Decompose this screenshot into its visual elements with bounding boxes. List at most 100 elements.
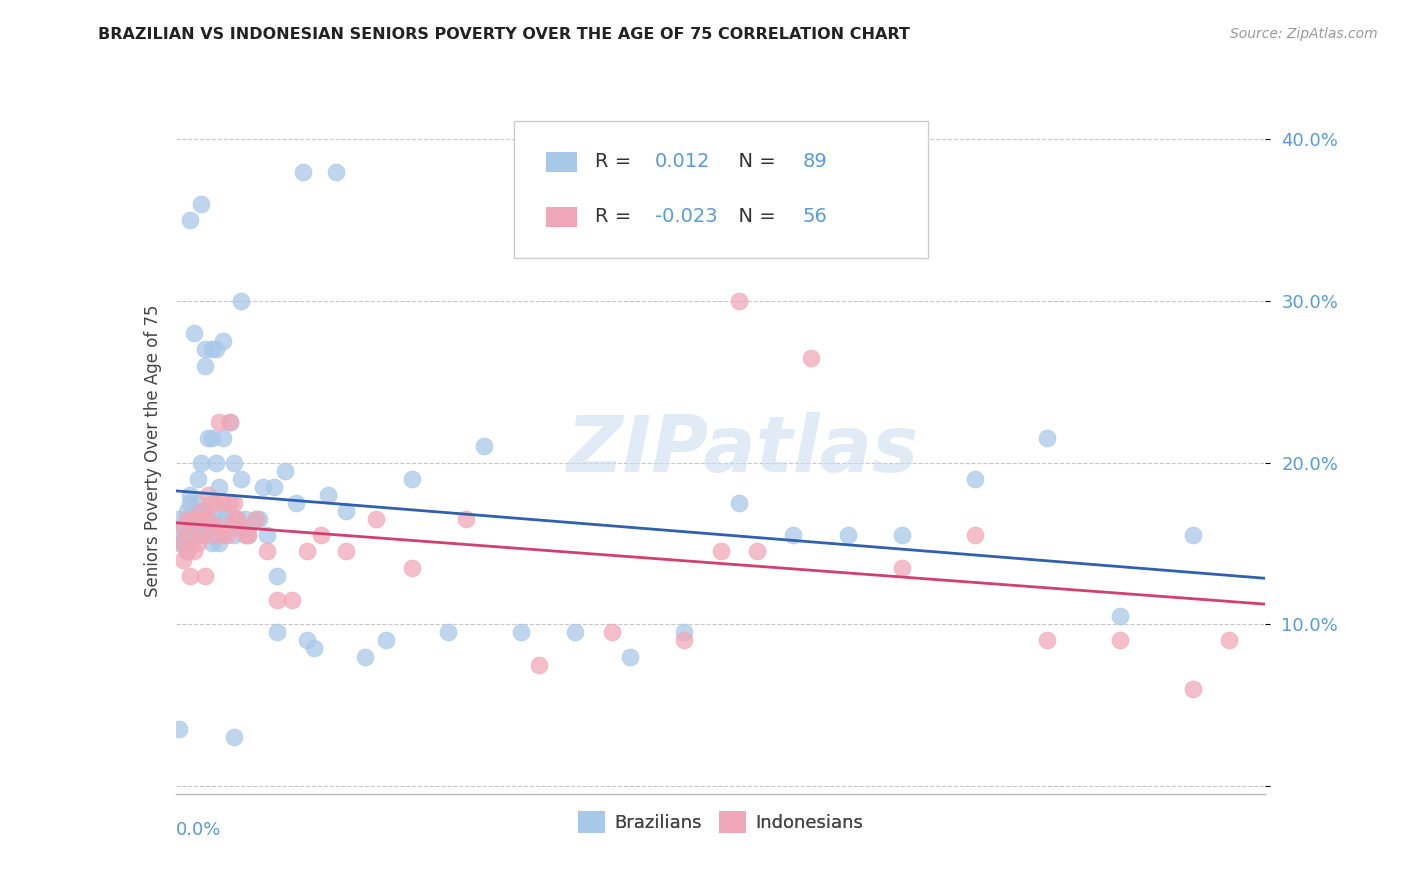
Point [238, 528, 260, 542]
Point [295, 544, 318, 558]
Point [291, 164, 314, 178]
Point [1218, 633, 1240, 648]
Point [1181, 528, 1204, 542]
Point [204, 496, 226, 510]
Point [179, 496, 201, 510]
Point [201, 528, 224, 542]
Text: N =: N = [725, 153, 782, 171]
Point [201, 343, 224, 357]
Text: R =: R = [595, 208, 638, 227]
Point [222, 496, 245, 510]
Point [527, 657, 550, 672]
Point [891, 528, 914, 542]
Point [204, 456, 226, 470]
Point [190, 504, 212, 518]
Point [800, 351, 823, 365]
FancyBboxPatch shape [513, 120, 928, 258]
Point [176, 544, 198, 558]
Point [179, 536, 201, 550]
Point [172, 520, 194, 534]
Point [231, 293, 253, 308]
Point [215, 528, 238, 542]
Point [194, 520, 217, 534]
Point [1036, 431, 1059, 445]
Point [727, 496, 749, 510]
Point [194, 504, 217, 518]
Point [219, 496, 242, 510]
Point [194, 568, 217, 582]
Point [837, 528, 859, 542]
Point [295, 633, 318, 648]
Point [219, 415, 242, 429]
Point [186, 536, 209, 550]
Point [745, 544, 768, 558]
Point [266, 625, 288, 640]
Text: N =: N = [725, 208, 782, 227]
Point [222, 456, 245, 470]
Point [172, 520, 194, 534]
Point [284, 496, 307, 510]
Text: ZIPatlas: ZIPatlas [567, 412, 918, 489]
Text: R =: R = [595, 153, 638, 171]
Point [309, 528, 332, 542]
Point [172, 536, 194, 550]
Y-axis label: Seniors Poverty Over the Age of 75: Seniors Poverty Over the Age of 75 [143, 304, 162, 597]
Point [619, 649, 641, 664]
Point [190, 520, 212, 534]
Point [891, 560, 914, 574]
Point [325, 164, 347, 178]
Point [266, 568, 288, 582]
Point [437, 625, 460, 640]
Point [782, 528, 804, 542]
Point [401, 560, 423, 574]
Point [1109, 609, 1132, 624]
Point [194, 343, 217, 357]
Point [673, 625, 696, 640]
Point [274, 464, 297, 478]
Point [375, 633, 398, 648]
Point [456, 512, 478, 526]
Point [186, 512, 209, 526]
Point [204, 528, 226, 542]
Point [190, 504, 212, 518]
Point [231, 520, 253, 534]
Point [226, 512, 249, 526]
Point [176, 544, 198, 558]
Point [208, 480, 231, 494]
Point [263, 480, 285, 494]
Point [179, 488, 201, 502]
Point [190, 528, 212, 542]
Point [509, 625, 531, 640]
Point [208, 520, 231, 534]
Point [194, 359, 217, 373]
Point [401, 472, 423, 486]
Text: 56: 56 [803, 208, 827, 227]
Point [179, 528, 201, 542]
Text: BRAZILIAN VS INDONESIAN SENIORS POVERTY OVER THE AGE OF 75 CORRELATION CHART: BRAZILIAN VS INDONESIAN SENIORS POVERTY … [98, 27, 910, 42]
Point [1109, 633, 1132, 648]
Point [256, 528, 278, 542]
Point [281, 593, 304, 607]
Point [212, 528, 235, 542]
Point [231, 472, 253, 486]
Point [219, 415, 242, 429]
Point [600, 625, 623, 640]
Text: -0.023: -0.023 [655, 208, 718, 227]
FancyBboxPatch shape [546, 207, 576, 227]
Point [233, 512, 256, 526]
Point [183, 512, 205, 526]
Point [169, 723, 191, 737]
Point [226, 512, 249, 526]
Point [183, 528, 205, 542]
Point [201, 496, 224, 510]
Point [212, 512, 235, 526]
Point [186, 472, 209, 486]
Point [727, 293, 749, 308]
Point [183, 512, 205, 526]
Point [247, 512, 270, 526]
Point [266, 593, 288, 607]
Point [474, 439, 496, 453]
Point [212, 334, 235, 349]
Point [183, 504, 205, 518]
Point [1036, 633, 1059, 648]
